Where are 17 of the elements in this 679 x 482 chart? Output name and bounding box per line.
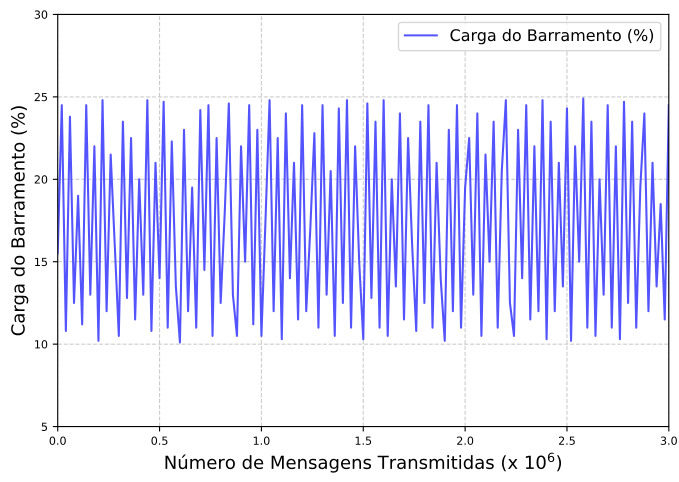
y-tick-label: 25 bbox=[34, 92, 48, 102]
x-tick-label: 0.0 bbox=[50, 436, 66, 445]
x-tick-label: 1.0 bbox=[254, 436, 270, 445]
y-axis-title: Carga do Barramento (%) bbox=[10, 106, 28, 336]
legend-label: Carga do Barramento (%) bbox=[450, 28, 654, 44]
y-tick-label: 20 bbox=[34, 175, 48, 184]
y-tick-label: 5 bbox=[42, 422, 48, 431]
x-axis-title: Número de Mensagens Transmitidas (x 10$^{6}$) bbox=[166, 452, 562, 473]
y-tick-label: 10 bbox=[35, 340, 48, 349]
x-tick-label: 2.0 bbox=[457, 436, 474, 445]
x-tick-label: 0.5 bbox=[151, 436, 168, 445]
y-tick-label: 15 bbox=[35, 258, 48, 266]
line-series bbox=[58, 97, 669, 344]
x-tick-label: 3.0 bbox=[660, 436, 677, 445]
y-tick-label: 30 bbox=[34, 10, 48, 19]
x-tick-label: 2.5 bbox=[558, 436, 575, 445]
x-tick-label: 1.5 bbox=[356, 436, 372, 445]
